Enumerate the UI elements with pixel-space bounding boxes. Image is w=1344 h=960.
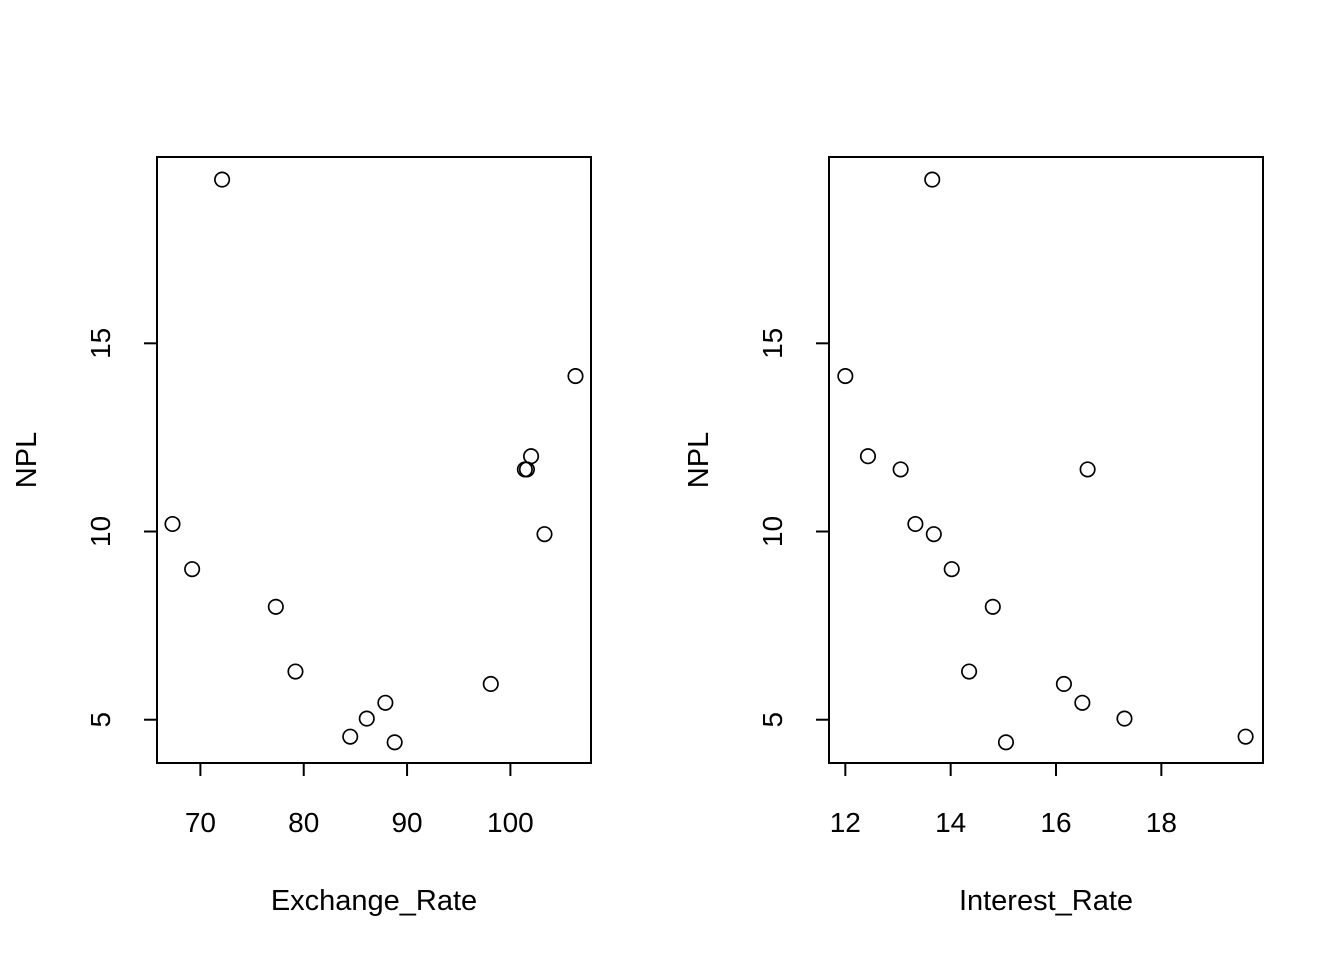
x-axis: 70 80 90 100: [185, 762, 534, 838]
plot-frame: [828, 156, 1264, 764]
data-point: [1079, 461, 1096, 478]
data-point: [1237, 728, 1254, 745]
data-point: [482, 675, 499, 693]
x-tick-label: 18: [1146, 807, 1177, 838]
data-point: [184, 561, 201, 578]
data-point: [214, 171, 231, 188]
y-tick-label: 10: [85, 516, 116, 547]
x-axis: 12 14 16 18: [830, 762, 1177, 838]
data-points: [837, 171, 1254, 751]
data-point: [1116, 710, 1133, 727]
x-tick-label: 100: [487, 807, 534, 838]
data-point: [984, 598, 1001, 615]
x-axis-title: Interest_Rate: [959, 885, 1133, 917]
data-point: [837, 368, 854, 385]
data-point: [1055, 675, 1072, 693]
data-point: [536, 526, 553, 543]
data-point: [859, 448, 877, 465]
x-tick-label: 16: [1040, 807, 1071, 838]
data-point: [358, 710, 375, 727]
data-point: [377, 694, 394, 711]
data-point: [567, 368, 584, 385]
x-axis-title: Exchange_Rate: [271, 885, 477, 917]
x-tick-label: 70: [185, 807, 216, 838]
data-point: [267, 598, 284, 615]
data-point: [386, 734, 403, 751]
data-point: [1074, 694, 1091, 711]
scatter-panel-interest-rate: 12 14 16 18 5 10 15 Interest_Rate NPL: [683, 156, 1264, 917]
x-tick-label: 80: [288, 807, 319, 838]
y-tick-label: 5: [757, 712, 788, 728]
y-axis: 5 10 15: [85, 328, 158, 728]
data-point: [943, 561, 960, 578]
data-points: [164, 171, 584, 751]
data-point: [523, 448, 540, 465]
data-point: [925, 526, 942, 543]
y-tick-label: 5: [85, 712, 116, 728]
y-tick-label: 15: [85, 328, 116, 359]
x-tick-label: 14: [935, 807, 966, 838]
data-point: [892, 461, 909, 478]
scatter-panel-exchange-rate: 70 80 90 100 5 10 15 Exchange_Rate NPL: [11, 156, 592, 917]
data-point: [907, 515, 924, 533]
data-point: [997, 734, 1015, 751]
data-point: [924, 171, 941, 188]
y-tick-label: 10: [757, 516, 788, 547]
x-tick-label: 12: [830, 807, 861, 838]
y-axis-title: NPL: [11, 432, 43, 488]
data-point: [342, 728, 359, 745]
data-point: [287, 663, 304, 680]
data-point: [961, 663, 978, 680]
data-point: [164, 515, 181, 533]
y-axis: 5 10 15: [757, 328, 830, 728]
y-axis-title: NPL: [683, 432, 715, 488]
x-tick-label: 90: [391, 807, 422, 838]
y-tick-label: 15: [757, 328, 788, 359]
